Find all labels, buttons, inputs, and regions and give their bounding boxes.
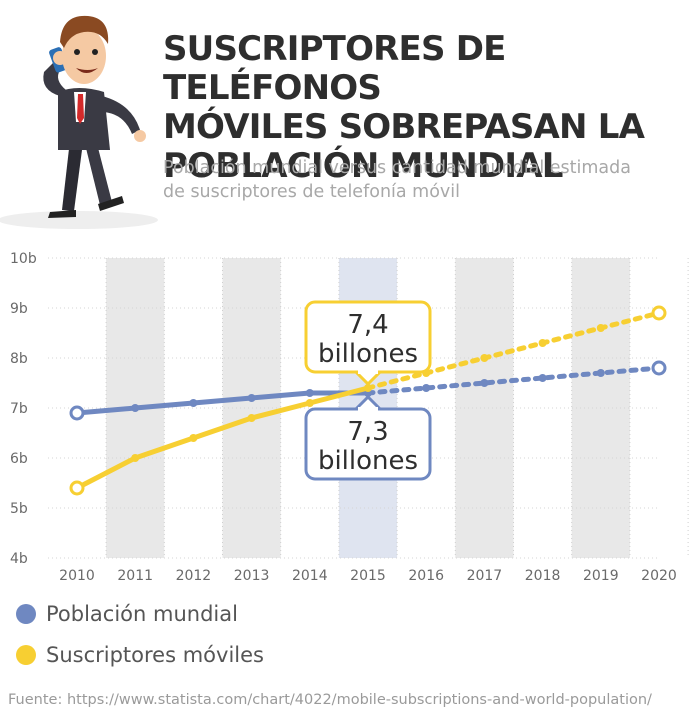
x-tick-label: 2011 (117, 568, 153, 584)
data-point-subscribers (69, 480, 85, 496)
data-point-population (189, 399, 198, 407)
column-band-2013 (222, 258, 281, 558)
data-point-population (305, 389, 314, 397)
legend-label-subscribers: Suscriptores móviles (46, 643, 264, 667)
data-point-subscribers (538, 339, 547, 347)
y-tick-label: 10b (10, 251, 37, 267)
x-tick-label: 2014 (292, 568, 328, 584)
x-tick-label: 2015 (350, 568, 386, 584)
legend-label-population: Población mundial (46, 602, 238, 626)
data-point-population (69, 405, 85, 421)
callout-unit-population: billones (318, 446, 418, 476)
legend: Población mundial Suscriptores móviles (16, 600, 264, 682)
x-tick-label: 2019 (583, 568, 619, 584)
data-point-population (596, 369, 605, 377)
callout-unit-subscribers: billones (318, 339, 418, 369)
data-point-subscribers (247, 414, 256, 422)
y-tick-label: 9b (10, 301, 28, 317)
legend-item-subscribers: Suscriptores móviles (16, 641, 264, 669)
legend-swatch-subscribers (16, 645, 36, 665)
x-tick-label: 2012 (176, 568, 212, 584)
y-tick-label: 7b (10, 401, 28, 417)
series-projection-subscribers (365, 310, 662, 391)
page-subtitle: Población mundial versus cantidad mundia… (163, 158, 631, 202)
data-point-subscribers (189, 434, 198, 442)
x-tick-label: 2017 (467, 568, 503, 584)
data-point-population (131, 404, 140, 412)
data-point-population (247, 394, 256, 402)
data-point-subscribers (596, 324, 605, 332)
callout-value-subscribers: 7,4 (347, 310, 388, 340)
line-chart: 10b 9b 8b 7b 6b 5b 4b 2010 2011 2012 2013 2014 2015 2… (10, 251, 689, 584)
data-point-subscribers (305, 399, 314, 407)
page-title: SUSCRIPTORES DE TELÉFONOS MÓVILES SOBREP… (163, 29, 645, 186)
series-line-subscribers (74, 385, 371, 491)
data-point-population (480, 379, 489, 387)
x-tick-label: 2020 (641, 568, 677, 584)
legend-item-population: Población mundial (16, 600, 264, 628)
businessman-on-phone-icon (0, 15, 158, 229)
y-tick-label: 6b (10, 451, 28, 467)
data-point-subscribers (480, 354, 489, 362)
callout-seam (358, 369, 378, 374)
data-point-subscribers (651, 305, 667, 321)
series-projection-population (365, 365, 662, 396)
y-tick-label: 4b (10, 551, 28, 567)
data-point-subscribers (364, 384, 372, 392)
callout-seam (358, 407, 378, 412)
series-line-population (74, 390, 371, 416)
callout-value-population: 7,3 (347, 417, 388, 447)
x-tick-label: 2013 (234, 568, 270, 584)
x-tick-label: 2010 (59, 568, 95, 584)
x-tick-label: 2018 (525, 568, 561, 584)
data-point-population (538, 374, 547, 382)
data-point-population (651, 360, 667, 376)
y-tick-label: 5b (10, 501, 28, 517)
data-point-population (422, 384, 431, 392)
data-point-subscribers (131, 454, 140, 462)
x-tick-label: 2016 (408, 568, 444, 584)
source-note: Fuente: https://www.statista.com/chart/4… (8, 692, 652, 708)
y-tick-label: 8b (10, 351, 28, 367)
legend-swatch-population (16, 604, 36, 624)
